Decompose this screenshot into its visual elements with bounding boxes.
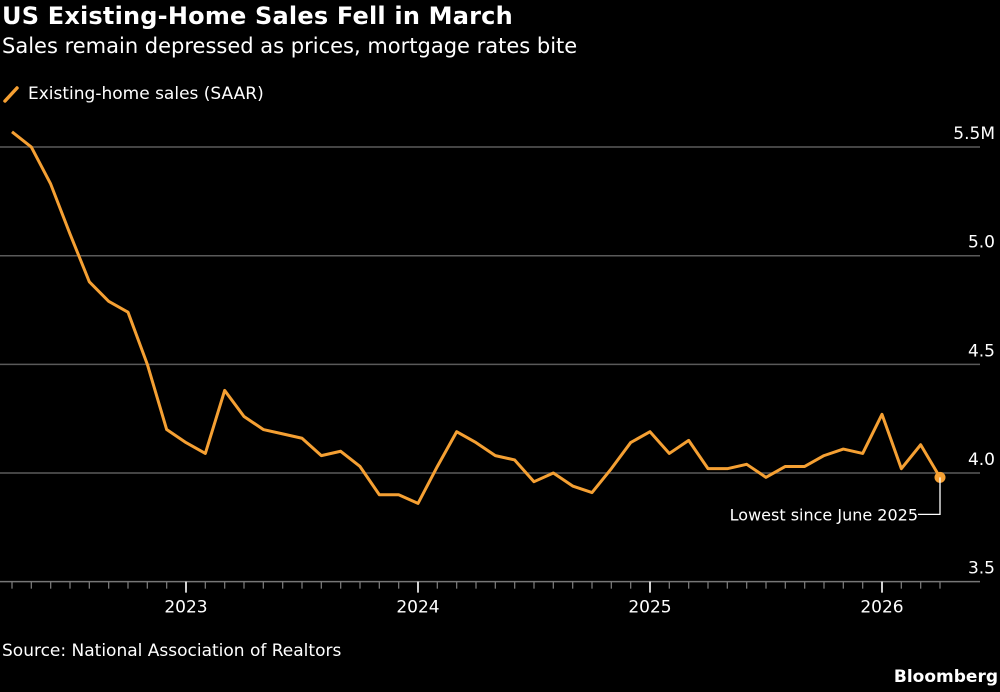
- source-note: Source: National Association of Realtors: [2, 641, 342, 661]
- x-tick-label: 2025: [628, 598, 671, 618]
- chart-title: US Existing-Home Sales Fell in March: [2, 2, 513, 30]
- legend-label: Existing-home sales (SAAR): [28, 84, 264, 104]
- annotation-leader: [918, 477, 941, 515]
- y-tick-label: 3.5: [968, 559, 995, 579]
- legend-line-icon: [3, 86, 19, 103]
- series-line: [11, 130, 942, 505]
- y-axis: 5.5M 5.0 4.5 4.0 3.5: [953, 124, 995, 579]
- chart-subtitle: Sales remain depressed as prices, mortga…: [2, 34, 578, 58]
- x-tick-label: 2023: [164, 598, 207, 618]
- gridlines: [0, 146, 980, 474]
- y-tick-label: 5.5M: [953, 124, 995, 144]
- series-existing-home-sales: [11, 130, 942, 505]
- x-axis: 2023 2024 2025 2026: [0, 580, 980, 618]
- x-tick-label: 2026: [860, 598, 903, 618]
- bloomberg-logo: Bloomberg: [893, 667, 998, 687]
- x-tick-label: 2024: [396, 598, 439, 618]
- annotation-label: Lowest since June 2025: [730, 505, 918, 524]
- y-tick-label: 4.0: [968, 450, 995, 470]
- y-tick-label: 4.5: [968, 341, 995, 361]
- legend: Existing-home sales (SAAR): [2, 84, 264, 104]
- annotation: Lowest since June 2025: [730, 471, 946, 524]
- y-tick-label: 5.0: [968, 233, 995, 253]
